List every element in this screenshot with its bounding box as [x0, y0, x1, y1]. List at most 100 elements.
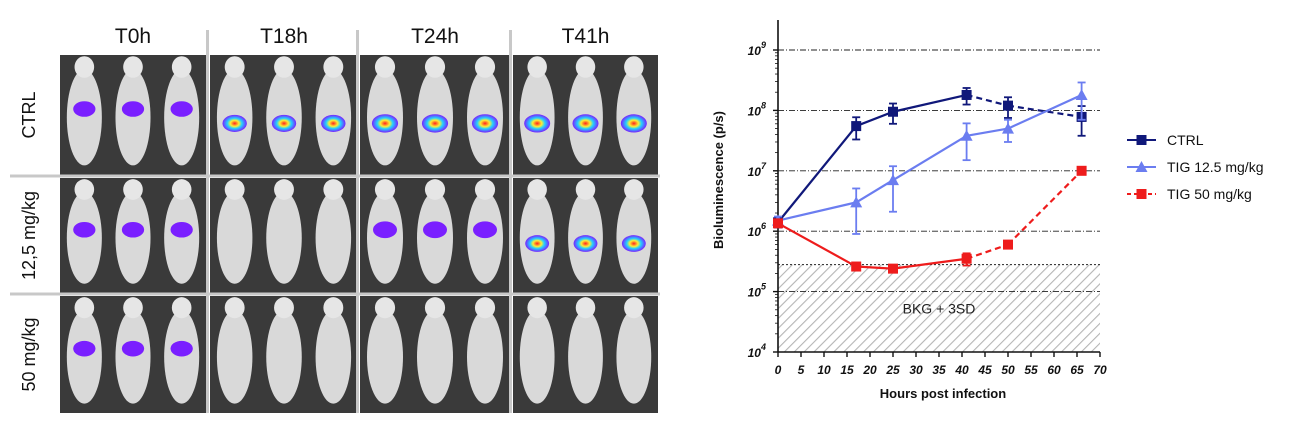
mouse-body [467, 310, 503, 404]
mouse-body [115, 191, 151, 284]
mouse-head [123, 56, 143, 78]
data-point [961, 89, 972, 100]
x-tick-label: 60 [1047, 363, 1061, 377]
mouse-head [374, 297, 396, 319]
time-point-header: T18h [260, 25, 308, 48]
mouse-head [323, 56, 344, 78]
luminescence-signal [371, 114, 399, 133]
series-line-segment [966, 127, 1009, 137]
x-tick-label: 50 [1001, 363, 1015, 377]
mouse-head [374, 179, 396, 200]
mouse-head [527, 179, 547, 200]
legend-label: TIG 12.5 mg/kg [1167, 159, 1263, 175]
mouse-head [527, 297, 547, 319]
luminescence-signal [473, 221, 497, 239]
luminescence-signal [471, 114, 499, 133]
luminescence-signal [271, 114, 297, 132]
mouse-head [424, 297, 446, 319]
y-tick-label: 107 [748, 161, 767, 179]
data-point [1075, 88, 1088, 100]
data-point [851, 121, 862, 132]
row-separator [10, 292, 660, 296]
legend-marker [1136, 135, 1147, 145]
threshold-label: BKG + 3SD [903, 300, 976, 316]
y-tick-label: 104 [748, 342, 766, 360]
group-label: 12,5 mg/kg [19, 191, 39, 280]
y-tick-label: 106 [748, 221, 767, 239]
background-threshold-region [778, 264, 1100, 352]
mouse-body [66, 310, 102, 404]
column-separator [206, 30, 209, 413]
data-point [1003, 100, 1013, 111]
mouse-head [224, 56, 245, 78]
series-line-segment [777, 125, 858, 224]
mouse-body [115, 310, 151, 404]
mouse-body [66, 191, 102, 284]
mouse-head [624, 56, 644, 78]
mouse-body [266, 191, 302, 284]
luminescence-signal [423, 221, 447, 239]
mouse-head [171, 56, 192, 78]
series-line-segment [1007, 170, 1083, 246]
y-tick-label: 105 [748, 282, 767, 300]
mouse-head [374, 56, 396, 78]
mouse-head [424, 179, 446, 200]
luminescence-signal [170, 221, 193, 238]
mouse-head [474, 179, 496, 200]
mouse-head [224, 297, 245, 319]
mouse-body [568, 310, 603, 404]
mouse-head [575, 179, 596, 200]
mouse-body [164, 69, 200, 166]
mouse-body [115, 69, 151, 166]
luminescence-signal [121, 340, 145, 357]
legend-label: CTRL [1167, 132, 1204, 148]
x-tick-label: 55 [1024, 363, 1038, 377]
luminescence-signal [524, 114, 551, 133]
mouse-body [266, 310, 302, 404]
mouse-body [367, 310, 403, 404]
x-axis-label: Hours post infection [880, 386, 1006, 401]
mouse-head [474, 56, 496, 78]
y-tick-exponent: 7 [761, 161, 767, 171]
luminescence-signal [620, 114, 647, 133]
series-line-segment [856, 265, 894, 270]
luminescence-signal [121, 101, 145, 117]
y-tick-label: 108 [748, 100, 766, 118]
mouse-head [74, 179, 95, 200]
mouse-head [624, 179, 644, 200]
data-point [1076, 165, 1087, 176]
data-point [851, 261, 862, 272]
mouse-head [274, 297, 294, 319]
mouse-head [274, 179, 294, 200]
luminescence-signal [121, 221, 145, 238]
x-tick-label: 45 [977, 363, 992, 377]
y-tick-exponent: 4 [760, 342, 766, 352]
luminescence-signal [373, 221, 397, 239]
bioluminescence-line-chart: Bioluminescence (p/s) Hours post infecti… [711, 20, 1263, 401]
mouse-body [417, 310, 453, 404]
luminescence-signal [73, 340, 96, 357]
data-point [961, 253, 972, 264]
mouse-head [123, 179, 143, 200]
x-tick-label: 20 [862, 363, 877, 377]
series-line-segment [855, 110, 894, 128]
mouse-head [74, 56, 95, 78]
x-tick-label: 5 [798, 363, 805, 377]
mouse-body [216, 191, 253, 284]
data-point [960, 129, 973, 141]
luminescence-signal [421, 114, 449, 133]
luminescence-signal [573, 235, 598, 252]
x-tick-label: 15 [840, 363, 854, 377]
y-tick-exponent: 8 [761, 100, 766, 110]
mouse-head [624, 297, 644, 319]
mouse-head [424, 56, 446, 78]
y-tick-label: 109 [748, 40, 766, 58]
mouse-head [171, 179, 192, 200]
column-separator [356, 30, 359, 413]
data-point [773, 218, 783, 229]
mouse-head [527, 56, 547, 78]
mouse-body [616, 310, 652, 404]
series-line-segment [892, 93, 967, 113]
mouse-head [474, 297, 496, 319]
mouse-body [315, 310, 352, 404]
